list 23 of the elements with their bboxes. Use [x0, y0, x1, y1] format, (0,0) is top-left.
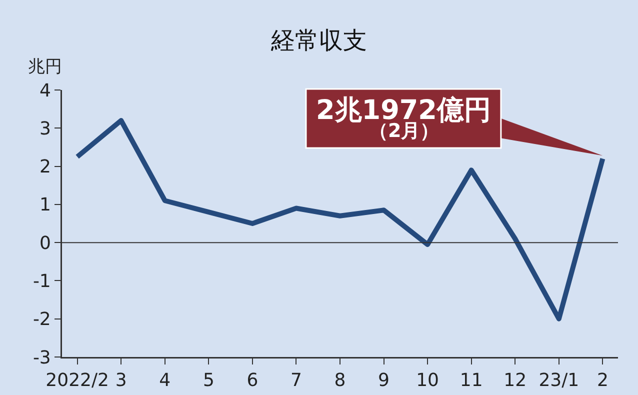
y-tick-label: 3 — [39, 118, 51, 140]
chart-title: 経常収支 — [270, 26, 367, 54]
x-tick-label: 10 — [416, 370, 440, 392]
y-tick-label: -2 — [32, 309, 51, 330]
x-tick-label: 9 — [378, 370, 390, 392]
x-tick-label: 11 — [460, 370, 483, 392]
x-tick-label: 12 — [504, 370, 527, 392]
x-tick-label: 6 — [246, 370, 258, 392]
x-tick-label: 2022/2 — [46, 370, 109, 392]
x-tick-label: 3 — [115, 370, 127, 392]
x-tick-label: 4 — [159, 370, 171, 392]
x-tick-label: 8 — [334, 370, 346, 392]
y-tick-label: -3 — [32, 347, 51, 368]
y-tick-label: 4 — [39, 80, 51, 102]
x-tick-label: 5 — [202, 370, 214, 392]
x-tick-label: 2 — [596, 370, 608, 392]
x-tick-label: 7 — [290, 370, 302, 392]
y-tick-label: 1 — [39, 194, 51, 216]
y-tick-label: -1 — [32, 271, 51, 292]
y-tick-label: 0 — [39, 232, 51, 254]
y-tick-label: 2 — [39, 156, 51, 178]
y-axis-title: 兆円 — [28, 57, 62, 77]
x-tick-label: 23/1 — [538, 370, 580, 392]
